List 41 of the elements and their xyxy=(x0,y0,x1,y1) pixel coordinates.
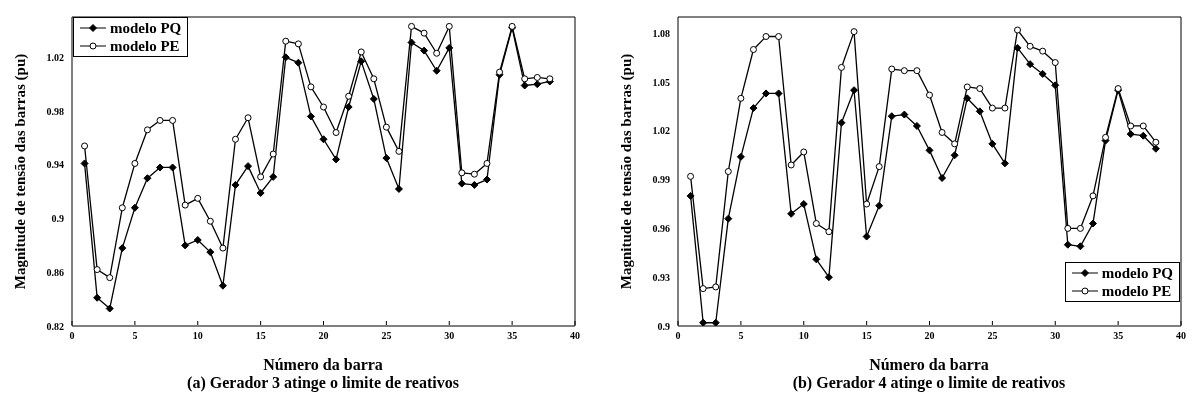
y-tick-label: 0.94 xyxy=(46,159,64,171)
legend-label: modelo PE xyxy=(1101,282,1172,300)
x-axis-title: Número da barra xyxy=(868,356,990,374)
y-axis-title: Magnitude de tensão das barras (pu) xyxy=(12,53,30,290)
y-tick-label: 0.82 xyxy=(46,320,64,332)
x-tick-label: 40 xyxy=(570,330,580,342)
y-tick-label: 0.86 xyxy=(46,266,64,278)
x-tick-label: 5 xyxy=(132,330,138,342)
legend-label: modelo PQ xyxy=(1101,264,1173,282)
y-tick-label: 1.02 xyxy=(652,125,670,137)
x-tick-label: 40 xyxy=(1176,330,1186,342)
x-tick-label: 30 xyxy=(1050,330,1061,342)
text: (b) Gerador 4 atinge o limite de reativos xyxy=(791,374,1067,392)
y-tick-label: 0.99 xyxy=(652,174,670,186)
x-tick-label: 35 xyxy=(1113,330,1124,342)
x-tick-label: 20 xyxy=(318,330,329,342)
x-tick-label: 35 xyxy=(507,330,518,342)
y-tick-label: 0.98 xyxy=(46,105,64,117)
x-tick-label: 0 xyxy=(675,330,681,342)
y-axis-title: Magnitude de tensão das barras (pu) xyxy=(618,53,636,290)
y-tick-label: 1.08 xyxy=(652,27,670,39)
x-axis-title: Número da barra xyxy=(262,356,384,374)
x-tick-label: 15 xyxy=(861,330,872,342)
y-tick-label: 0.93 xyxy=(652,271,670,283)
y-tick-label: 0.9 xyxy=(657,320,670,332)
x-tick-label: 10 xyxy=(192,330,203,342)
x-tick-label: 30 xyxy=(444,330,455,342)
x-tick-label: 5 xyxy=(738,330,744,342)
y-tick-label: 1.05 xyxy=(652,76,670,88)
x-tick-label: 0 xyxy=(69,330,75,342)
legend-label: modelo PE xyxy=(110,37,180,55)
y-tick-label: 0.9 xyxy=(51,213,64,225)
x-tick-label: 25 xyxy=(987,330,998,342)
x-tick-label: 20 xyxy=(924,330,935,342)
y-tick-label: 0.96 xyxy=(652,222,670,234)
x-tick-label: 10 xyxy=(798,330,809,342)
x-tick-label: 15 xyxy=(255,330,266,342)
x-tick-label: 25 xyxy=(381,330,392,342)
text: (a) Gerador 3 atinge o limite de reativos xyxy=(186,374,460,392)
legend-label: modelo PQ xyxy=(110,19,182,37)
y-tick-label: 1.02 xyxy=(46,51,64,63)
